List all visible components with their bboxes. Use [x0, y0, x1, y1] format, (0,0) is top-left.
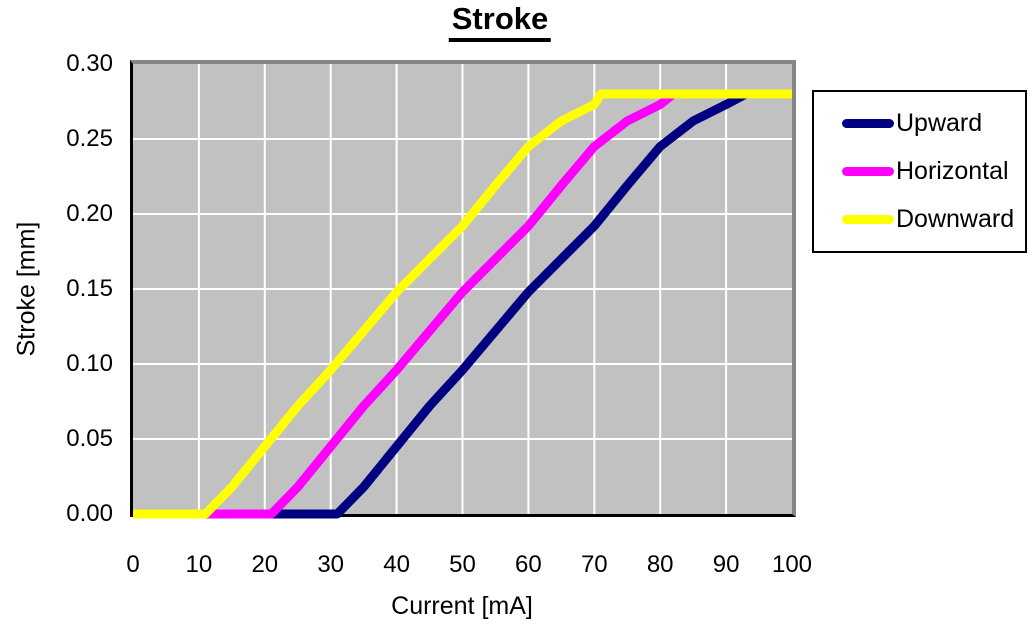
legend-item-upward: Upward — [842, 109, 1025, 138]
horizontal-line-swatch-icon — [842, 166, 894, 176]
y-tick-label: 0.15 — [66, 275, 113, 302]
legend-label-upward: Upward — [896, 109, 983, 138]
x-tick-label: 70 — [580, 551, 608, 578]
x-tick-label: 0 — [126, 551, 140, 578]
y-axis-title: Stroke [mm] — [12, 221, 41, 357]
series-line-horizontal — [133, 89, 792, 519]
legend-item-horizontal: Horizontal — [842, 157, 1025, 186]
x-tick-label: 60 — [515, 551, 542, 578]
x-tick-label: 100 — [771, 551, 813, 578]
series-line-downward — [133, 89, 792, 519]
series-line-upward — [133, 89, 792, 519]
legend-label-horizontal: Horizontal — [896, 156, 1009, 185]
upward-line-swatch-icon — [842, 119, 894, 129]
y-tick-label: 0.05 — [66, 425, 113, 452]
chart-canvas — [133, 64, 792, 519]
x-tick-label: 30 — [317, 551, 345, 578]
x-tick-label: 40 — [383, 551, 410, 578]
legend: Upward Horizontal Downward — [812, 90, 1027, 253]
x-tick-label: 10 — [185, 551, 213, 578]
x-axis-title: Current [mA] — [391, 592, 533, 620]
legend-item-downward: Downward — [842, 205, 1025, 234]
x-tick-label: 80 — [646, 551, 674, 578]
y-tick-label: 0.20 — [66, 200, 113, 227]
y-tick-label: 0.00 — [66, 500, 113, 527]
x-tick-label: 90 — [712, 551, 740, 578]
x-tick-label: 50 — [449, 551, 476, 578]
downward-line-swatch-icon — [842, 214, 894, 224]
legend-label-downward: Downward — [896, 204, 1015, 233]
y-tick-label: 0.30 — [66, 50, 113, 77]
plot-area — [130, 60, 796, 519]
x-tick-label: 20 — [251, 551, 279, 578]
y-tick-label: 0.25 — [66, 125, 113, 152]
chart-title: Stroke — [448, 1, 552, 42]
y-tick-label: 0.10 — [66, 350, 113, 377]
